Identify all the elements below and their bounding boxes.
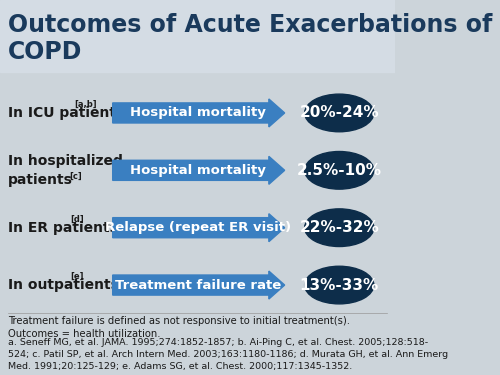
Text: Treatment failure rate: Treatment failure rate (114, 279, 281, 292)
Text: In hospitalized: In hospitalized (8, 154, 123, 168)
Bar (0, 0, 396, 72)
Text: In ER patients: In ER patients (8, 221, 118, 235)
Text: Outcomes = health utilization.: Outcomes = health utilization. (8, 329, 160, 339)
Text: patients: patients (8, 172, 73, 187)
Text: [c]: [c] (69, 171, 82, 180)
Text: [a,b]: [a,b] (74, 100, 97, 109)
Text: 20%-24%: 20%-24% (300, 105, 379, 120)
FancyArrow shape (112, 156, 284, 184)
Ellipse shape (304, 266, 374, 304)
Text: Hospital mortality: Hospital mortality (130, 164, 266, 177)
Ellipse shape (304, 209, 374, 246)
Text: [d]: [d] (70, 215, 84, 224)
Ellipse shape (304, 94, 374, 132)
Text: a. Seneff MG, et al. JAMA. 1995;274:1852-1857; b. Ai-Ping C, et al. Chest. 2005;: a. Seneff MG, et al. JAMA. 1995;274:1852… (8, 339, 448, 371)
Text: 2.5%-10%: 2.5%-10% (296, 163, 382, 178)
FancyArrow shape (112, 99, 284, 127)
Ellipse shape (304, 152, 374, 189)
Text: 13%-33%: 13%-33% (300, 278, 379, 292)
Text: Outcomes of Acute Exacerbations of
COPD: Outcomes of Acute Exacerbations of COPD (8, 12, 492, 64)
FancyArrow shape (112, 214, 284, 242)
Text: Treatment failure is defined as not responsive to initial treatment(s).: Treatment failure is defined as not resp… (8, 316, 350, 326)
Text: 22%-32%: 22%-32% (300, 220, 379, 235)
Text: Relapse (repeat ER visit): Relapse (repeat ER visit) (104, 221, 291, 234)
Text: [e]: [e] (70, 272, 84, 281)
Text: Hospital mortality: Hospital mortality (130, 106, 266, 120)
Text: In outpatients: In outpatients (8, 278, 119, 292)
Text: In ICU patients: In ICU patients (8, 106, 124, 120)
FancyArrow shape (112, 271, 284, 299)
